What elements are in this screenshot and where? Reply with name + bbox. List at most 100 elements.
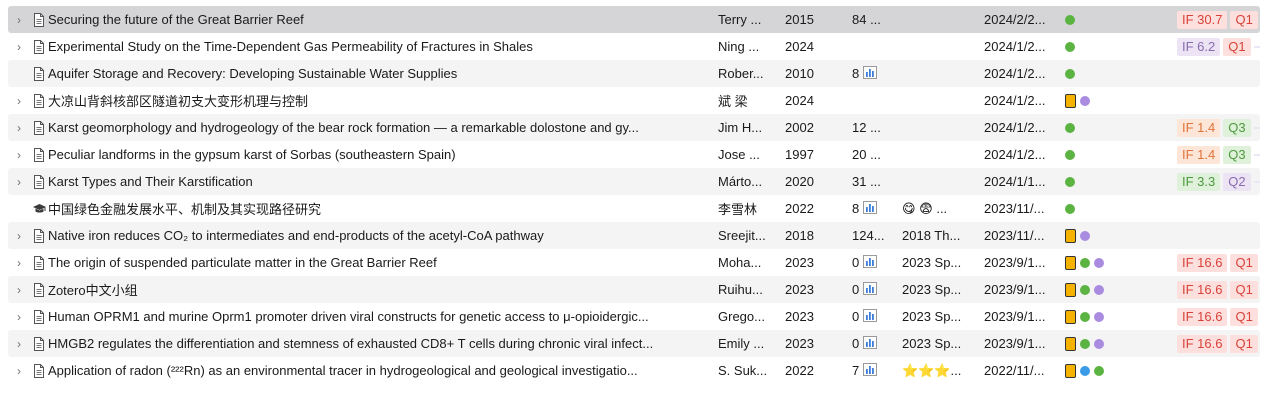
chevron-right-icon[interactable]: › (17, 309, 21, 324)
item-date-added: 2024/1/2... (984, 120, 1046, 135)
table-row[interactable]: › Karst geomorphology and hydrogeology of… (8, 114, 1260, 141)
bar-chart-icon (863, 335, 878, 352)
impact-factor-badge: IF 16.6 (1177, 253, 1228, 272)
item-year: 1997 (785, 147, 814, 162)
table-row[interactable]: 中国绿色金融发展水平、机制及其实现路径研究 李雪林 2022 8 😋 😨 ... 2023… (8, 195, 1260, 222)
chevron-right-icon[interactable]: › (17, 39, 21, 54)
document-icon (30, 66, 48, 81)
chevron-right-icon[interactable]: › (17, 282, 21, 297)
item-creator: Jim H... (718, 120, 763, 135)
document-icon (30, 12, 48, 27)
item-title: Application of radon (²²²Rn) as an envir… (48, 363, 638, 378)
item-title: The origin of suspended particulate matt… (48, 255, 437, 270)
item-tags (1063, 41, 1173, 52)
impact-factor-badge: IF 1.4 (1177, 118, 1221, 137)
table-row[interactable]: › Karst Types and Their Karstification Már… (8, 168, 1260, 195)
item-tags (1063, 68, 1173, 79)
item-extra: 2023 Sp... (902, 282, 962, 297)
table-row[interactable]: Aquifer Storage and Recovery: Developing… (8, 60, 1260, 87)
chevron-right-icon[interactable]: › (17, 228, 21, 243)
item-title: Peculiar landforms in the gypsum karst o… (48, 147, 456, 162)
item-year: 2023 (785, 282, 814, 297)
item-year: 2024 (785, 93, 814, 108)
document-icon (30, 309, 48, 324)
bar-chart-icon (863, 281, 878, 298)
item-title: Karst geomorphology and hydrogeology of … (48, 120, 639, 135)
item-citations: 124... (852, 228, 902, 243)
table-row[interactable]: › Experimental Study on the Time-Dependen… (8, 33, 1260, 60)
chevron-right-icon[interactable]: › (17, 93, 21, 108)
citation-count: 84 ... (852, 12, 881, 27)
chevron-right-icon[interactable]: › (17, 336, 21, 351)
item-citations: 12 ... (852, 120, 902, 135)
table-row[interactable]: › Peculiar landforms in the gypsum karst … (8, 141, 1260, 168)
bar-chart-icon (863, 65, 878, 82)
table-row[interactable]: › The origin of suspended particulate mat… (8, 249, 1260, 276)
document-icon (30, 282, 48, 297)
item-title: Karst Types and Their Karstification (48, 174, 253, 189)
document-icon (30, 336, 48, 351)
quartile-badge: Q1 (1230, 10, 1258, 29)
emoji-tag-icon (1065, 363, 1076, 378)
tag-dot-green (1065, 203, 1075, 214)
table-row[interactable]: › Native iron reduces CO₂ to intermediate… (8, 222, 1260, 249)
item-citations: 8 (852, 65, 902, 82)
tag-dot-green (1065, 41, 1075, 52)
quartile-badge: Q1 (1230, 253, 1258, 272)
item-title: HMGB2 regulates the differentiation and … (48, 336, 654, 351)
item-creator: Emily ... (718, 336, 765, 351)
impact-factor-badge: IF 16.6 (1177, 334, 1228, 353)
item-creator: Sreejit... (718, 228, 766, 243)
item-tags (1063, 336, 1173, 351)
badge-overflow (1253, 180, 1260, 183)
document-icon (30, 39, 48, 54)
chevron-right-icon[interactable]: › (17, 12, 21, 27)
item-tags (1063, 309, 1173, 324)
document-icon (30, 174, 48, 189)
badge-overflow (1253, 153, 1260, 156)
item-date-added: 2024/1/2... (984, 93, 1046, 108)
tag-dot-green (1065, 68, 1075, 79)
thesis-icon (30, 203, 48, 215)
tag-dot-green (1080, 338, 1090, 349)
item-year: 2002 (785, 120, 814, 135)
chevron-right-icon[interactable]: › (17, 363, 21, 378)
item-date-added: 2022/11/... (984, 363, 1045, 378)
item-year: 2020 (785, 174, 814, 189)
chevron-right-icon[interactable]: › (17, 174, 21, 189)
item-creator: S. Suk... (718, 363, 768, 378)
tag-dot-green (1065, 122, 1075, 133)
table-row[interactable]: › Securing the future of the Great Barrie… (8, 6, 1260, 33)
item-badges: IF 16.6 Q1 (1173, 307, 1260, 326)
tag-dot-purple (1080, 95, 1090, 106)
item-badges: IF 1.4 Q3 (1173, 118, 1260, 137)
tag-dot-green (1065, 176, 1075, 187)
table-row[interactable]: › HMGB2 regulates the differentiation and… (8, 330, 1260, 357)
table-row[interactable]: › Application of radon (²²²Rn) as an envi… (8, 357, 1260, 384)
item-tags (1063, 363, 1173, 378)
tag-dot-purple (1094, 257, 1104, 268)
table-row[interactable]: › 大凉山背斜核部区隧道初支大变形机理与控制 斌 梁 2024 2024/1/2... (8, 87, 1260, 114)
tag-dot-green (1065, 149, 1075, 160)
item-date-added: 2023/9/1... (984, 336, 1046, 351)
emoji-tag-icon (1065, 309, 1076, 324)
item-year: 2023 (785, 309, 814, 324)
chevron-right-icon[interactable]: › (17, 255, 21, 270)
document-icon (30, 147, 48, 162)
item-tags (1063, 228, 1173, 243)
item-year: 2023 (785, 255, 814, 270)
tag-dot-green (1094, 365, 1104, 376)
citation-count: 124... (852, 228, 885, 243)
item-year: 2022 (785, 363, 814, 378)
impact-factor-badge: IF 3.3 (1177, 172, 1221, 191)
item-extra: ⭐⭐⭐... (902, 362, 962, 378)
item-badges: IF 30.7 Q1 (1173, 10, 1260, 29)
table-row[interactable]: › Zotero中文小组 Ruihu... 2023 0 2023 Sp... 2023/9… (8, 276, 1260, 303)
chevron-right-icon[interactable]: › (17, 120, 21, 135)
item-date-added: 2024/1/2... (984, 39, 1046, 54)
item-year: 2010 (785, 66, 814, 81)
table-row[interactable]: › Human OPRM1 and murine Oprm1 promoter d… (8, 303, 1260, 330)
citation-count: 20 ... (852, 147, 881, 162)
item-creator: 斌 梁 (718, 94, 748, 109)
chevron-right-icon[interactable]: › (17, 147, 21, 162)
